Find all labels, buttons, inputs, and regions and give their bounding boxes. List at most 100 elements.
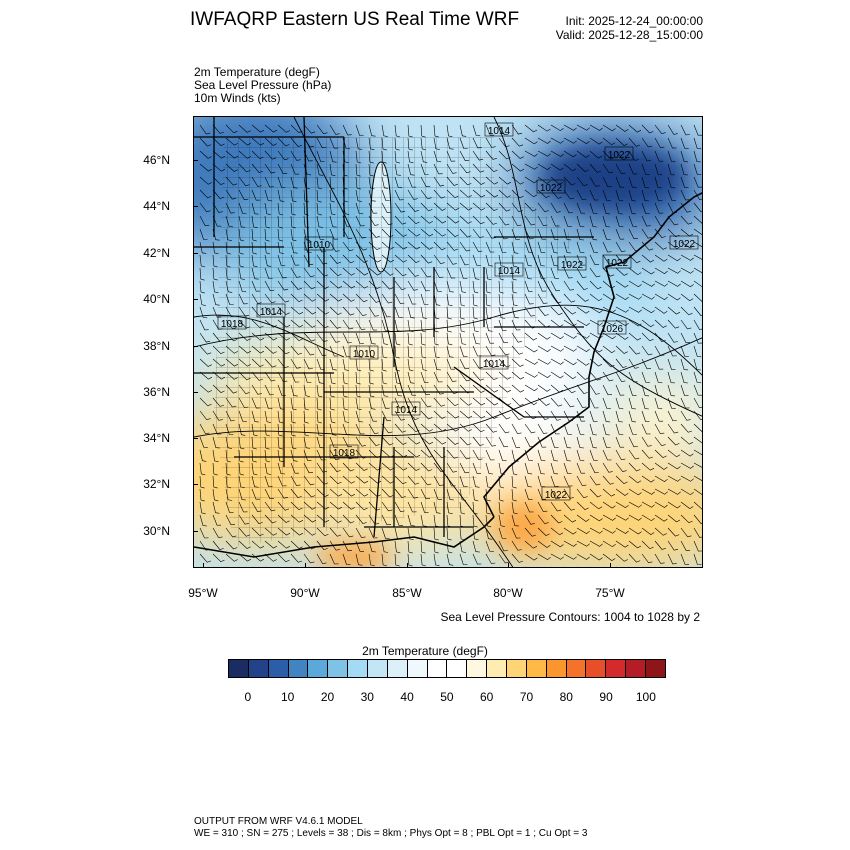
wind-barb (303, 267, 315, 278)
wind-barb (316, 124, 328, 135)
wind-barb (524, 371, 538, 378)
wind-barb (525, 566, 526, 567)
lat-label: 46°N (143, 153, 170, 167)
wind-barb (264, 124, 278, 133)
pressure-value: 1022 (608, 150, 631, 161)
wind-barb (680, 124, 690, 136)
wind-barb (407, 397, 418, 408)
pressure-value: 1014 (260, 307, 283, 318)
wind-barb (641, 241, 654, 251)
wind-barb (420, 358, 428, 371)
wind-barb (667, 332, 678, 343)
wind-barb (615, 423, 624, 436)
wind-barb (446, 462, 457, 473)
wind-barb (641, 137, 653, 148)
colorbar-title: 2m Temperature (degF) (362, 644, 488, 658)
wind-barb (654, 475, 668, 482)
wind-barb (498, 358, 511, 368)
wind-barb (277, 176, 286, 188)
wind-barb (641, 332, 654, 342)
wind-barb (355, 163, 361, 177)
wind-barb (264, 540, 278, 549)
wind-barb (446, 540, 453, 554)
wind-barb (381, 371, 388, 385)
wind-barb (316, 163, 324, 176)
wind-barb (628, 319, 642, 327)
wind-barb (342, 306, 355, 316)
wind-barb (446, 202, 460, 211)
wind-barb (342, 332, 352, 344)
wind-barb (563, 384, 576, 394)
wind-barb (589, 306, 603, 314)
wind-barb (225, 254, 231, 268)
colorbar-swatch (427, 660, 448, 677)
wind-barb (446, 293, 453, 307)
wind-barb (238, 397, 249, 408)
wind-barb (212, 345, 225, 355)
wind-barb (238, 371, 251, 381)
wind-barb (472, 423, 485, 433)
wind-barb (641, 267, 655, 275)
wind-barb (277, 527, 291, 536)
wind-barb (472, 540, 480, 553)
wind-barb (368, 397, 376, 410)
wind-barb (238, 423, 246, 436)
wind-barb (628, 150, 639, 161)
wind-barb (368, 137, 375, 151)
wind-barb (446, 514, 452, 528)
wind-barb (355, 332, 364, 344)
wind-barb (654, 527, 667, 536)
wind-barb (251, 540, 265, 549)
wind-barb (329, 462, 341, 472)
wind-barb (550, 150, 564, 157)
wind-barb (602, 488, 616, 497)
wind-barb (615, 215, 624, 228)
wind-barb (329, 202, 336, 216)
wind-barb (381, 293, 393, 304)
wind-barb (641, 150, 651, 162)
wind-barb (225, 397, 237, 408)
wind-barb (654, 462, 668, 470)
wind-barb (264, 176, 274, 188)
wind-barb (407, 267, 419, 277)
wind-barb (459, 475, 468, 487)
wind-barb (680, 527, 692, 538)
wind-barb (277, 137, 290, 147)
wind-barb (498, 371, 511, 380)
wind-barb (199, 345, 212, 355)
wind-barb (446, 488, 455, 501)
wind-barb (667, 553, 677, 565)
wind-barb (395, 566, 396, 567)
wind-barb (654, 163, 663, 176)
weather-map: 1014 1022 1022 1022 1010 1014 1022 1022 1014 1018… (193, 116, 703, 568)
wind-barb (381, 176, 389, 189)
wind-barb (486, 566, 487, 567)
wind-barb (433, 124, 439, 138)
wind-barb (433, 410, 446, 419)
wind-barb (342, 475, 355, 484)
wind-barb (472, 189, 486, 198)
lat-tick (193, 484, 198, 485)
wind-barb (629, 566, 630, 567)
wind-barb (589, 228, 598, 241)
colorbar-swatch (407, 660, 428, 677)
wind-barb (550, 410, 561, 421)
wind-barb (446, 306, 452, 320)
wind-barb (485, 371, 498, 381)
wind-barb (381, 254, 395, 263)
wind-barb (238, 319, 251, 329)
wind-barb (290, 176, 298, 189)
wind-barb (225, 527, 237, 538)
wind-barb (303, 397, 309, 411)
wind-barb (524, 280, 533, 292)
wind-barb (290, 189, 297, 203)
wind-barb (381, 228, 394, 238)
wind-barb (589, 384, 600, 395)
wind-barb (290, 397, 297, 411)
wind-barb (511, 137, 524, 147)
wind-barb (212, 150, 226, 159)
wind-barb (654, 397, 663, 410)
wind-barb (485, 358, 497, 368)
wind-barb (537, 540, 551, 548)
wind-barb (485, 137, 496, 148)
